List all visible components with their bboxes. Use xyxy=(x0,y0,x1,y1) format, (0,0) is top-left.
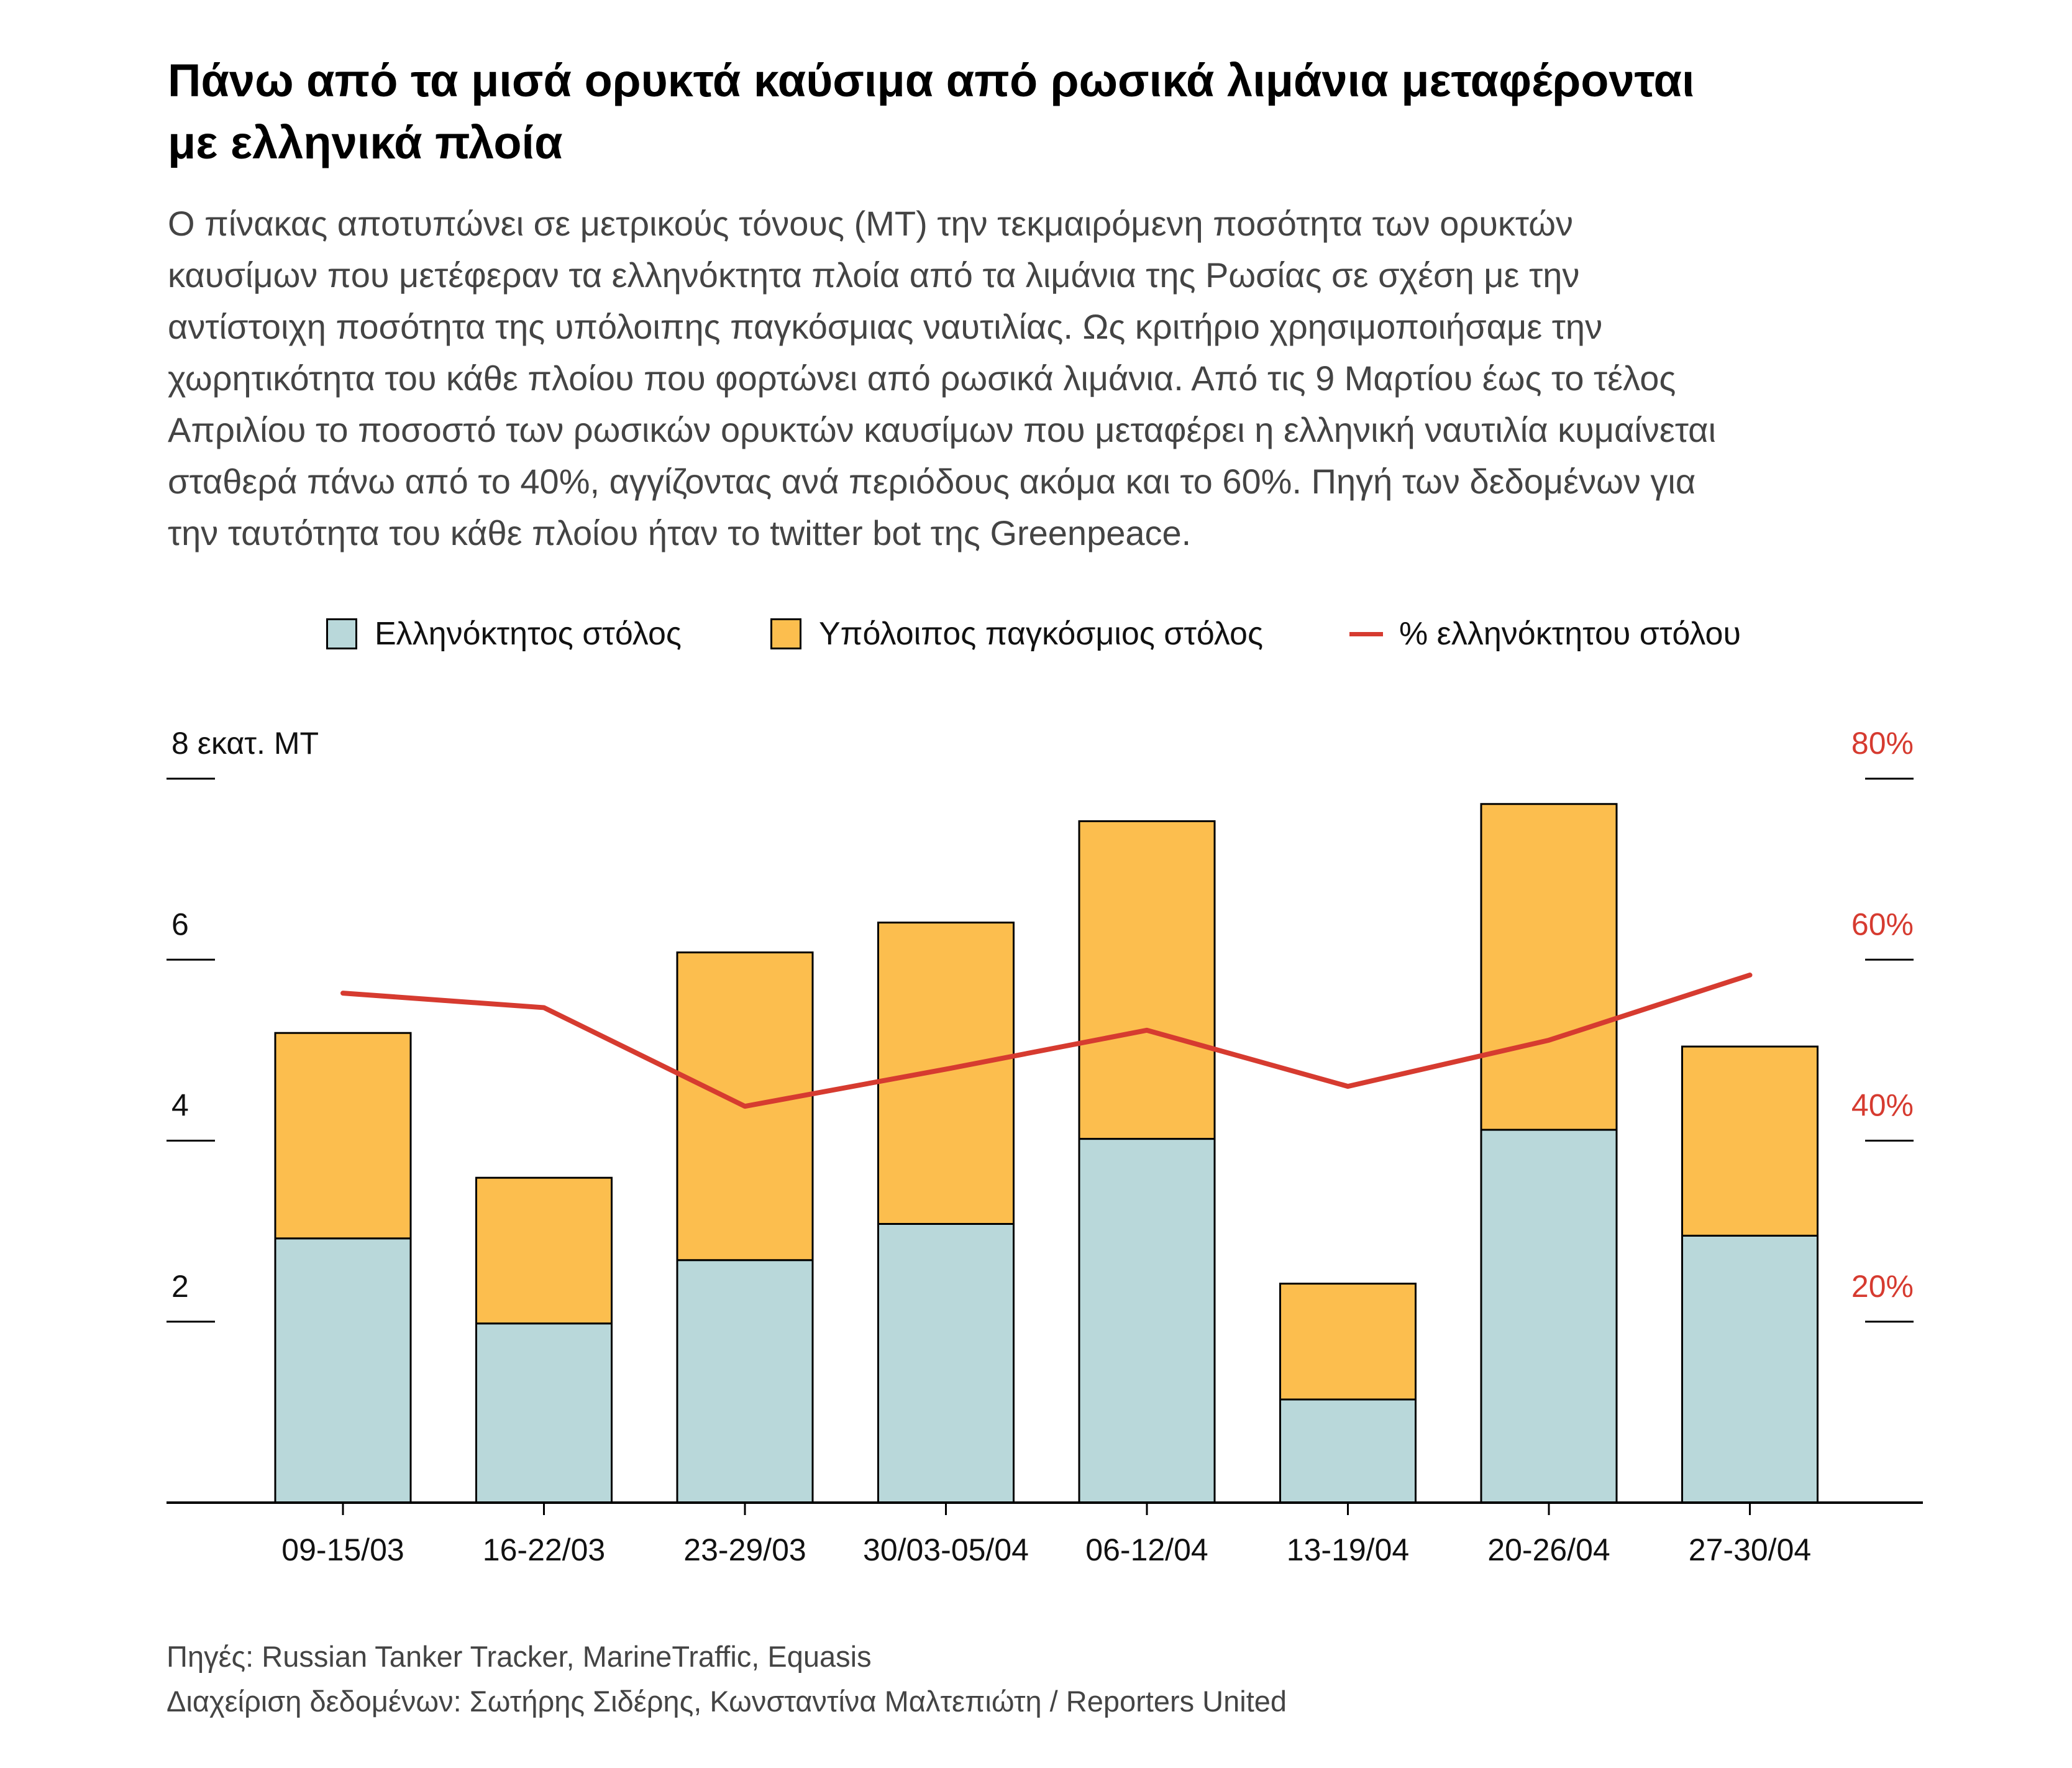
x-axis-tick-label: 13-19/04 xyxy=(1287,1532,1409,1567)
bar-rest-fleet xyxy=(1480,803,1618,1131)
legend-item-rest-fleet: Υπόλοιπος παγκόσμιος στόλος xyxy=(770,612,1263,656)
y-axis-tick-label: 4 xyxy=(171,1088,189,1123)
subtitle-line: την ταυτότητα του κάθε πλοίου ήταν το tw… xyxy=(168,513,1192,552)
chart-subtitle: Ο πίνακας αποτυπώνει σε μετρικούς τόνους… xyxy=(168,198,1945,559)
x-axis-tick-label: 16-22/03 xyxy=(483,1532,605,1567)
subtitle-line: σταθερά πάνω από το 40%, αγγίζοντας ανά … xyxy=(168,462,1696,501)
subtitle-line: καυσίμων που μετέφεραν τα ελληνόκτητα πλ… xyxy=(168,255,1580,295)
subtitle-line: Απριλίου το ποσοστό των ρωσικών ορυκτών … xyxy=(168,410,1716,449)
x-axis-tick-label: 30/03-05/04 xyxy=(863,1532,1029,1567)
bar-rest-fleet xyxy=(475,1176,613,1325)
legend-label-pct: % ελληνόκτητου στόλου xyxy=(1399,616,1741,652)
y2-axis-tick-label: 20% xyxy=(1851,1269,1914,1304)
bar-greek-fleet xyxy=(274,1237,412,1504)
bar-rest-fleet xyxy=(1279,1283,1417,1401)
bar-greek-fleet xyxy=(877,1222,1015,1504)
subtitle-line: Ο πίνακας αποτυπώνει σε μετρικούς τόνους… xyxy=(168,204,1573,243)
x-axis-tick-label: 27-30/04 xyxy=(1689,1532,1811,1567)
bar-rest-fleet xyxy=(1681,1045,1819,1237)
y-axis-tick-label: 8 εκατ. ΜΤ xyxy=(171,726,319,761)
subtitle-line: αντίστοιχη ποσότητα της υπόλοιπης παγκόσ… xyxy=(168,307,1603,346)
legend-swatch-greek xyxy=(326,618,357,649)
y2-axis-tick-label: 80% xyxy=(1851,726,1914,761)
bar-greek-fleet xyxy=(676,1259,814,1504)
legend-swatch-rest xyxy=(770,618,801,649)
bar-rest-fleet xyxy=(1078,820,1216,1140)
bar-rest-fleet xyxy=(274,1032,412,1240)
bar-greek-fleet xyxy=(475,1322,613,1504)
x-axis-tick-label: 06-12/04 xyxy=(1085,1532,1208,1567)
subtitle-line: χωρητικότητα του κάθε πλοίου που φορτώνε… xyxy=(168,359,1676,398)
x-axis-tick-label: 23-29/03 xyxy=(683,1532,806,1567)
y-axis-tick-label: 2 xyxy=(171,1269,189,1304)
bar-greek-fleet xyxy=(1681,1234,1819,1504)
y2-axis-tick-label: 40% xyxy=(1851,1088,1914,1123)
pct-line xyxy=(340,973,1753,1109)
legend-item-greek-share: % ελληνόκτητου στόλου xyxy=(1349,612,1741,656)
y-axis-tick-label: 6 xyxy=(171,907,189,941)
chart-legend: Ελληνόκτητος στόλος Υπόλοιπος παγκόσμιος… xyxy=(0,612,2072,656)
bar-greek-fleet xyxy=(1279,1398,1417,1504)
x-axis-tick-label: 09-15/03 xyxy=(281,1532,404,1567)
chart-title: Πάνω από τα μισά ορυκτά καύσιμα από ρωσι… xyxy=(168,50,1969,174)
legend-label-rest: Υπόλοιπος παγκόσμιος στόλος xyxy=(819,616,1264,652)
y2-axis-tick-label: 60% xyxy=(1851,907,1914,941)
chart-title-line-2: με ελληνικά πλοία xyxy=(168,117,563,168)
bar-greek-fleet xyxy=(1480,1129,1618,1504)
legend-item-greek-fleet: Ελληνόκτητος στόλος xyxy=(326,612,682,656)
chart-title-line-1: Πάνω από τα μισά ορυκτά καύσιμα από ρωσι… xyxy=(168,55,1695,106)
legend-label-greek: Ελληνόκτητος στόλος xyxy=(375,616,682,652)
bar-greek-fleet xyxy=(1078,1138,1216,1504)
bar-rest-fleet xyxy=(877,922,1015,1225)
x-axis-tick-label: 20-26/04 xyxy=(1487,1532,1610,1567)
footer-credits: Διαχείριση δεδομένων: Σωτήρης Σιδέρης, Κ… xyxy=(167,1685,1287,1718)
legend-line-pct xyxy=(1349,631,1383,636)
footer-sources: Πηγές: Russian Tanker Tracker, MarineTra… xyxy=(167,1640,872,1673)
